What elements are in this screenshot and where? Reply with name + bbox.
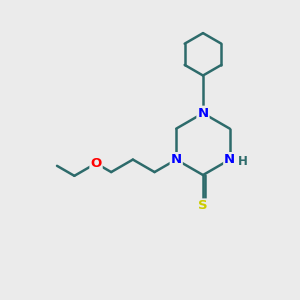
Text: H: H (238, 154, 248, 167)
Text: N: N (171, 153, 182, 166)
Text: N: N (224, 153, 235, 166)
Text: O: O (90, 157, 102, 170)
Text: N: N (197, 107, 208, 120)
Text: S: S (198, 200, 208, 212)
